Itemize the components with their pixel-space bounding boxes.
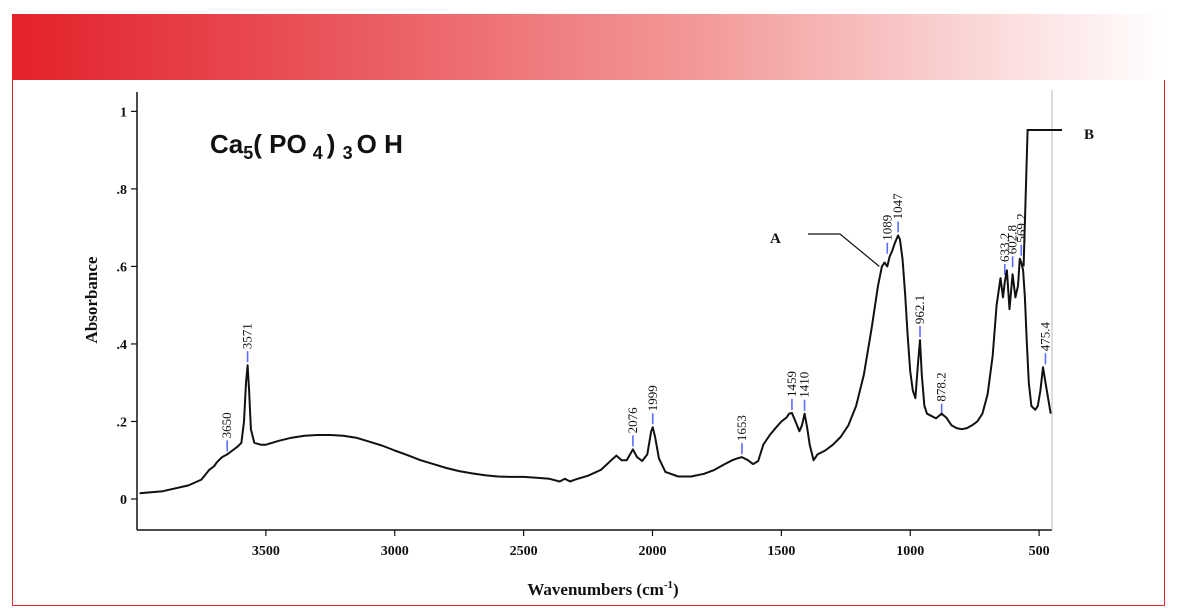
x-tick-label: 1000 (896, 544, 924, 559)
x-tick-label: 3000 (381, 544, 409, 559)
annotation-a-leader (808, 233, 880, 267)
x-axis-title: Wavenumbers (cm-1) (527, 579, 678, 599)
y-tick-label: .4 (117, 338, 128, 353)
peak-label: 1999 (645, 385, 660, 411)
peak-label: 602.8 (1005, 225, 1020, 254)
annotation-a-label: A (770, 231, 781, 247)
annotation-b-leader (1022, 129, 1062, 267)
peak-label: 475.4 (1037, 321, 1052, 351)
annotation-b-label: B (1084, 127, 1094, 143)
chart-axes (136, 90, 1053, 531)
peak-label: 878.2 (934, 372, 949, 401)
x-tick-label: 1500 (767, 544, 795, 559)
peak-label: 633.2 (997, 233, 1012, 262)
chart-frame (12, 80, 1165, 606)
x-tick-label: 2000 (638, 544, 666, 559)
peak-label: 1047 (890, 193, 905, 220)
y-tick-label: 1 (120, 105, 127, 120)
spectrum-line (139, 234, 1052, 495)
peak-label: 3650 (219, 412, 234, 438)
y-axis-title: Absorbance (82, 256, 101, 343)
x-tick-label: 500 (1029, 544, 1050, 559)
x-tick-label: 2500 (510, 544, 538, 559)
y-tick-label: .2 (117, 415, 128, 430)
peak-label: 962.1 (912, 295, 927, 324)
peak-label: 1089 (879, 215, 894, 241)
peak-label: 1410 (797, 372, 812, 398)
y-tick-label: .6 (117, 260, 128, 275)
y-tick-label: .8 (117, 183, 128, 198)
peak-label: 569.2 (1013, 213, 1028, 242)
header-gradient-bar (12, 14, 1166, 80)
y-tick-label: 0 (120, 493, 127, 508)
peak-label: 3571 (240, 323, 255, 349)
x-tick-label: 3500 (252, 544, 280, 559)
peak-label: 1653 (734, 415, 749, 441)
axis-ticks: 3500 3000 2500 2000 1500 1000 500 0 .2 .4 .6 .8 1 (117, 105, 1050, 559)
annotations: AB (770, 127, 1094, 267)
peak-label: 1459 (784, 371, 799, 397)
peak-label: 2076 (625, 407, 640, 434)
